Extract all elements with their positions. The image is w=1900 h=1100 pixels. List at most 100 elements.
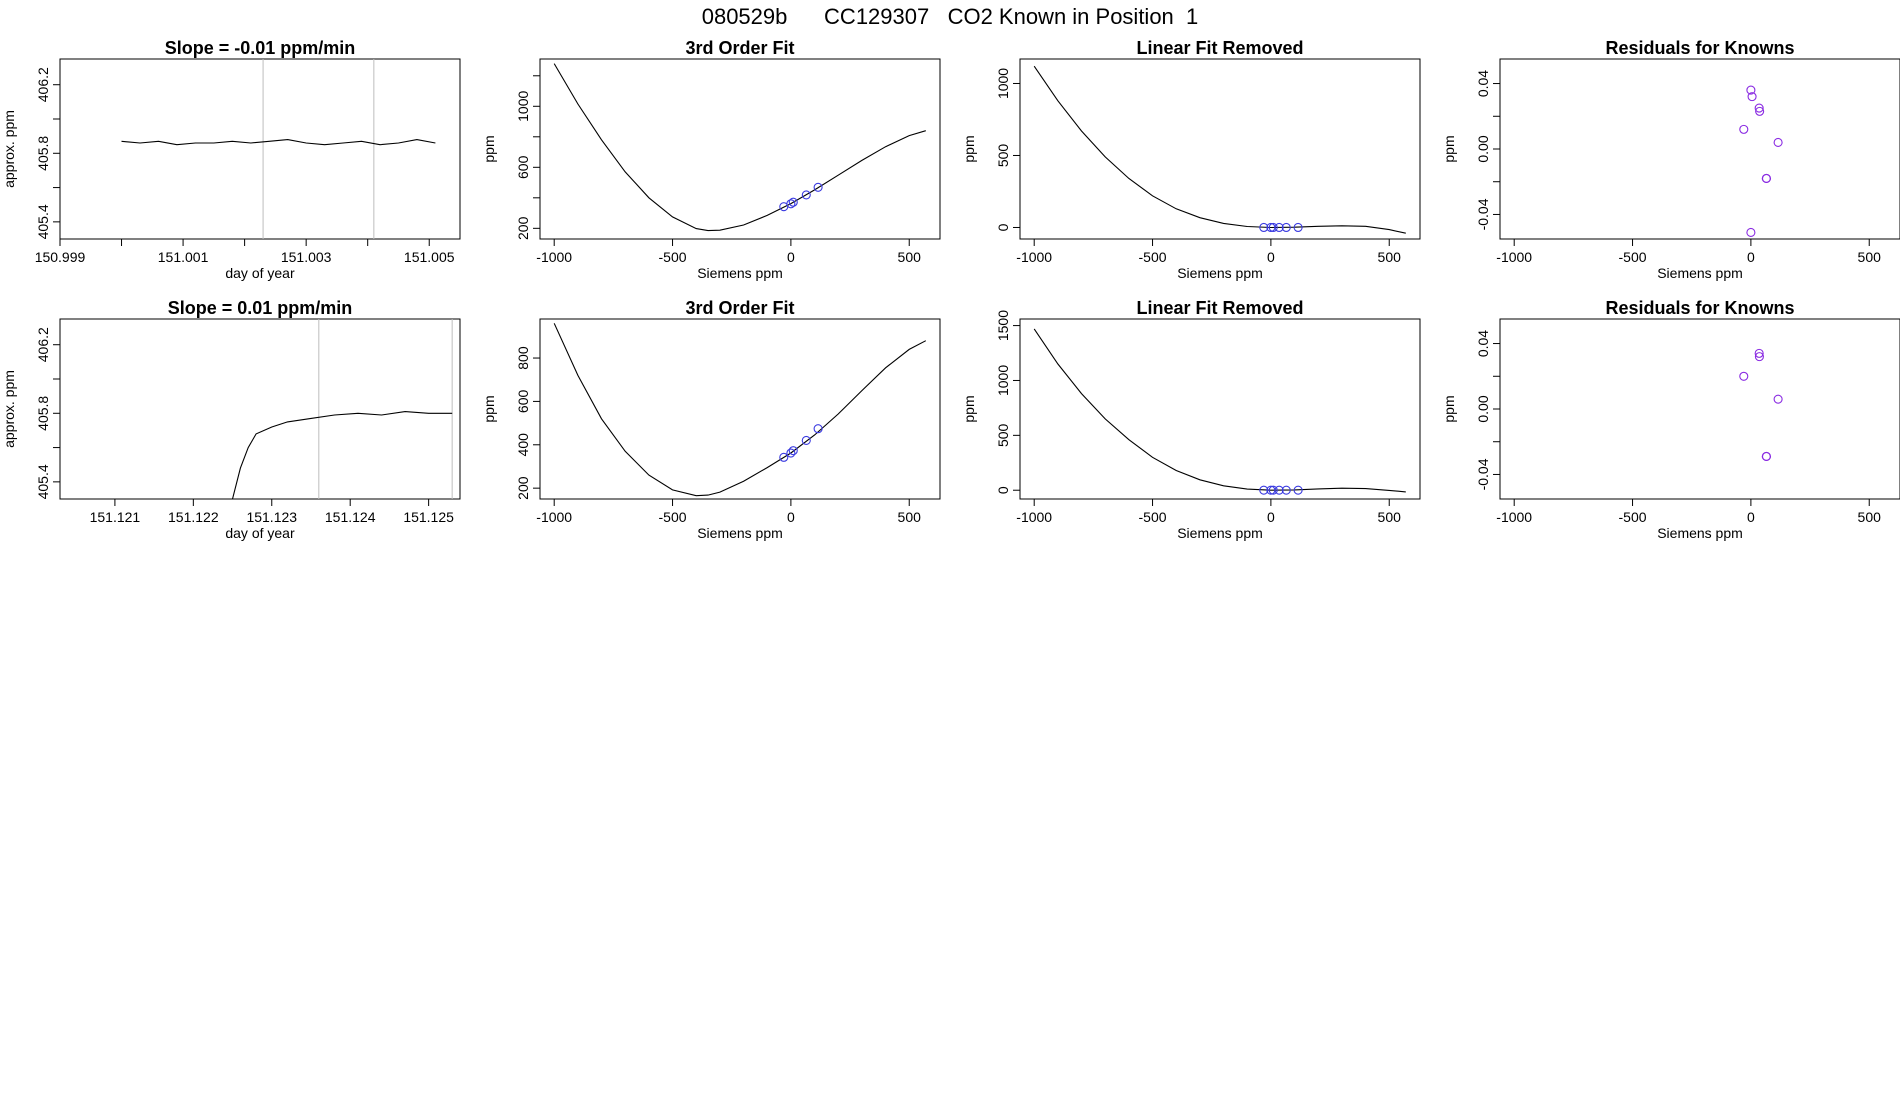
data-point [779, 452, 789, 462]
data-point [1259, 222, 1269, 233]
plot-frame [1499, 318, 1900, 500]
data-point [1274, 485, 1284, 495]
plot-frame [1019, 318, 1421, 500]
x-tick-label: -1000 [1016, 249, 1052, 265]
x-tick-label: 0 [1267, 509, 1275, 525]
y-tick-label: 500 [995, 423, 1011, 447]
data-point [1739, 124, 1749, 134]
fit-curve [553, 63, 926, 232]
chart-panel-1: Slope = -0.01 ppm/min 150.999 151.001 151.0… [1, 38, 461, 281]
y-axis-label: ppm [1441, 135, 1457, 162]
y-tick-label: 500 [995, 144, 1011, 168]
data-point [1746, 227, 1756, 238]
x-axis-label: Siemens ppm [1657, 525, 1743, 541]
y-axis: -0.04 0.00 0.04 [1475, 70, 1500, 230]
x-tick-label: -1000 [536, 249, 572, 265]
data-area [231, 319, 453, 499]
plot-frame [1019, 58, 1421, 240]
data-point [1293, 485, 1303, 495]
data-point [1268, 485, 1278, 495]
y-tick-label: 405.4 [35, 464, 51, 499]
data-point [786, 448, 796, 458]
x-axis: 150.999 151.001 151.003 151.005 [35, 239, 455, 265]
data-area [553, 63, 926, 232]
data-point [788, 197, 798, 207]
y-tick-label: 405.8 [35, 136, 51, 171]
x-tick-label: 500 [1378, 509, 1402, 525]
x-tick-label: 0 [1747, 509, 1755, 525]
y-tick-label: 1000 [995, 68, 1011, 99]
x-tick-label: -1000 [1016, 509, 1052, 525]
data-point [813, 424, 823, 434]
x-tick-label: -500 [1139, 249, 1167, 265]
x-tick-label: 151.001 [158, 249, 209, 265]
x-axis: -1000 -500 0 500 [1496, 239, 1881, 265]
data-point [786, 199, 796, 209]
x-tick-label: 0 [787, 509, 795, 525]
chart-panel-8: Residuals for Knowns -1000 -500 0 500 Siemens… [1441, 298, 1900, 541]
x-tick-label: -1000 [536, 509, 572, 525]
data-point [1739, 371, 1749, 381]
data-area [553, 323, 927, 497]
x-tick-label: 500 [1378, 249, 1402, 265]
data-point [1755, 106, 1765, 116]
x-tick-label: 151.003 [281, 249, 332, 265]
y-axis-label: approx. ppm [1, 110, 17, 188]
x-axis-label: day of year [225, 265, 295, 281]
x-axis: -1000 -500 0 500 [1016, 239, 1401, 265]
y-tick-label: 1000 [515, 91, 531, 122]
x-tick-label: -1000 [1496, 509, 1532, 525]
chart-panel-2: 3rd Order Fit -1000 -500 0 500 Siemens ppm 200… [481, 38, 941, 281]
data-point [1259, 485, 1269, 495]
x-tick-label: -1000 [1496, 249, 1532, 265]
x-tick-label: -500 [1619, 509, 1647, 525]
y-tick-label: 405.4 [35, 204, 51, 239]
y-axis: 405.4 405.8 406.2 [35, 67, 60, 239]
data-area [1739, 85, 1783, 238]
data-point [1754, 103, 1764, 113]
plot-frame [59, 58, 461, 240]
data-point [1773, 137, 1783, 148]
plot-frame [539, 58, 941, 240]
y-tick-label: -0.04 [1475, 198, 1491, 230]
chart-panel-4: Residuals for Knowns -1000 -500 0 500 Siemens… [1441, 38, 1900, 281]
chart-title: Slope = 0.01 ppm/min [168, 298, 353, 318]
series-line [231, 411, 453, 499]
fit-curve [1033, 65, 1406, 234]
x-axis-label: day of year [225, 525, 295, 541]
y-tick-label: 800 [515, 346, 531, 370]
data-point [1274, 222, 1284, 233]
y-tick-label: 0.04 [1475, 70, 1491, 97]
y-tick-label: 200 [515, 476, 531, 500]
chart-title: 3rd Order Fit [685, 298, 794, 318]
data-point [788, 446, 798, 456]
chart-title: Residuals for Knowns [1605, 38, 1794, 58]
y-tick-label: 0.00 [1475, 135, 1491, 162]
data-point [813, 182, 823, 192]
data-point [1761, 173, 1772, 184]
x-tick-label: -500 [1139, 509, 1167, 525]
y-tick-label: 200 [515, 216, 531, 240]
y-axis-label: ppm [1441, 395, 1457, 422]
x-tick-label: 151.122 [168, 509, 219, 525]
data-area [1739, 348, 1783, 462]
y-axis-label: ppm [961, 395, 977, 422]
data-area [121, 59, 436, 239]
fit-curve [553, 323, 927, 497]
y-axis-label: ppm [481, 135, 497, 162]
x-axis: -1000 -500 0 500 [1496, 499, 1881, 525]
chart-panel-6: 3rd Order Fit -1000 -500 0 500 Siemens ppm 200… [481, 298, 941, 541]
y-axis: -0.04 0.00 0.04 [1475, 330, 1500, 490]
y-axis-label: ppm [481, 395, 497, 422]
x-tick-label: 500 [898, 249, 922, 265]
y-axis-label: ppm [961, 135, 977, 162]
x-axis-label: Siemens ppm [1177, 265, 1263, 281]
x-axis-label: Siemens ppm [697, 265, 783, 281]
y-tick-label: 1500 [995, 310, 1011, 341]
y-tick-label: 406.2 [35, 67, 51, 102]
figure-title: 080529b CC129307 CO2 Known in Position 1 [701, 4, 1199, 29]
y-tick-label: 600 [515, 390, 531, 414]
plot-frame [539, 318, 941, 500]
